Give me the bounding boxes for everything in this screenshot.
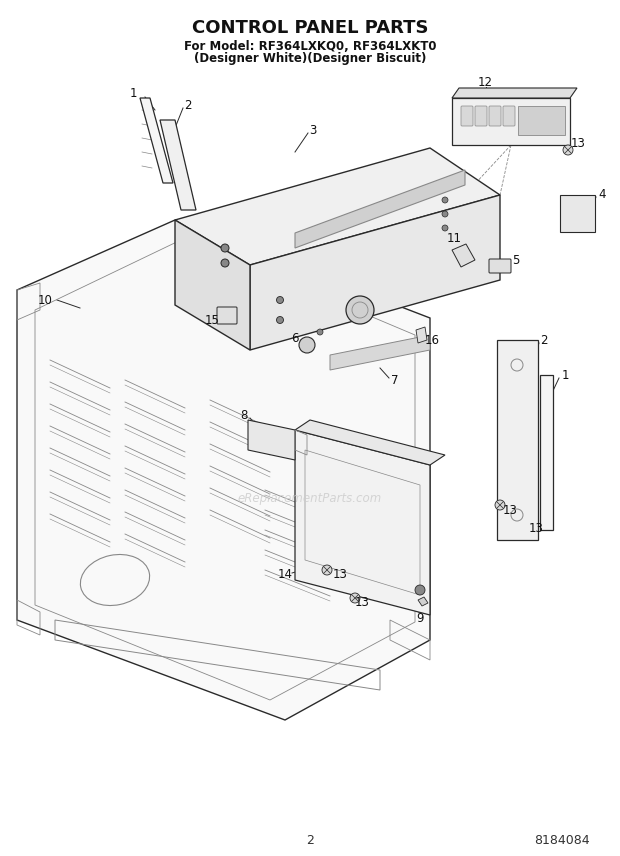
Text: For Model: RF364LXKQ0, RF364LXKT0: For Model: RF364LXKQ0, RF364LXKT0 — [184, 39, 436, 52]
Text: 2: 2 — [540, 334, 547, 347]
Text: 2: 2 — [306, 834, 314, 847]
Circle shape — [317, 329, 323, 335]
Text: CONTROL PANEL PARTS: CONTROL PANEL PARTS — [192, 19, 428, 37]
Polygon shape — [295, 430, 430, 615]
Text: 4: 4 — [598, 187, 606, 200]
Polygon shape — [418, 597, 428, 606]
Circle shape — [442, 197, 448, 203]
Text: 6: 6 — [291, 331, 299, 344]
Polygon shape — [540, 375, 553, 530]
Polygon shape — [416, 327, 427, 343]
Circle shape — [299, 337, 315, 353]
Polygon shape — [452, 88, 577, 98]
Polygon shape — [295, 420, 445, 465]
Circle shape — [346, 296, 374, 324]
Circle shape — [322, 565, 332, 575]
Text: 13: 13 — [355, 596, 370, 609]
Text: 3: 3 — [309, 123, 317, 136]
Polygon shape — [518, 106, 565, 135]
FancyBboxPatch shape — [217, 307, 237, 324]
Text: 1: 1 — [561, 368, 569, 382]
Text: 8: 8 — [241, 408, 247, 421]
Circle shape — [495, 500, 505, 510]
Polygon shape — [140, 98, 173, 183]
Circle shape — [221, 244, 229, 252]
Text: 1: 1 — [129, 86, 137, 99]
Circle shape — [277, 317, 283, 324]
Text: 9: 9 — [416, 611, 423, 625]
FancyBboxPatch shape — [489, 259, 511, 273]
FancyBboxPatch shape — [503, 106, 515, 126]
Polygon shape — [497, 340, 538, 540]
Circle shape — [277, 296, 283, 304]
Polygon shape — [452, 244, 475, 267]
Text: 16: 16 — [425, 334, 440, 347]
Text: 12: 12 — [477, 75, 492, 88]
Circle shape — [442, 211, 448, 217]
Text: 13: 13 — [570, 136, 585, 150]
Polygon shape — [452, 98, 570, 145]
Circle shape — [221, 259, 229, 267]
Text: 8184084: 8184084 — [534, 834, 590, 847]
Text: 11: 11 — [446, 231, 461, 245]
Text: eReplacementParts.com: eReplacementParts.com — [238, 491, 382, 504]
Polygon shape — [160, 120, 196, 210]
Polygon shape — [330, 335, 430, 370]
Polygon shape — [295, 170, 465, 248]
FancyBboxPatch shape — [489, 106, 501, 126]
Polygon shape — [175, 220, 250, 350]
Text: 13: 13 — [529, 521, 544, 534]
Circle shape — [563, 145, 573, 155]
Text: 13: 13 — [332, 568, 347, 581]
Text: 5: 5 — [512, 253, 520, 266]
Polygon shape — [250, 195, 500, 350]
Text: 7: 7 — [391, 373, 399, 387]
Text: 10: 10 — [38, 294, 53, 306]
Circle shape — [415, 585, 425, 595]
Text: 2: 2 — [184, 98, 192, 111]
Polygon shape — [560, 195, 595, 232]
Text: (Designer White)(Designer Biscuit): (Designer White)(Designer Biscuit) — [194, 51, 426, 64]
Polygon shape — [248, 420, 295, 460]
Polygon shape — [175, 148, 500, 265]
Circle shape — [350, 593, 360, 603]
Text: 13: 13 — [503, 503, 518, 516]
Text: 14: 14 — [278, 568, 293, 581]
Polygon shape — [17, 220, 430, 720]
FancyBboxPatch shape — [475, 106, 487, 126]
Text: 15: 15 — [205, 313, 219, 326]
FancyBboxPatch shape — [461, 106, 473, 126]
Circle shape — [442, 225, 448, 231]
